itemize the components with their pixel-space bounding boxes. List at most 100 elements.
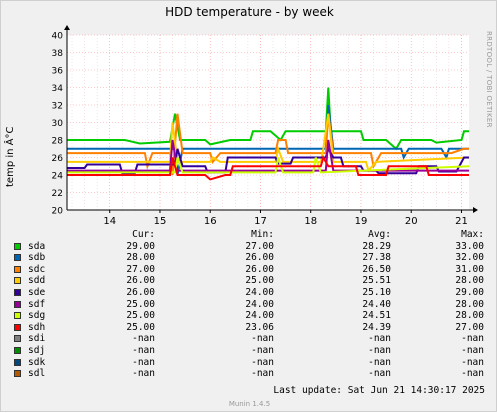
legend-name: sdl bbox=[28, 368, 46, 380]
axes: 20 22 24 26 28 30 32 34 36 38 40 14 15 16 17 18 19 20 21 bbox=[52, 25, 478, 227]
grid bbox=[67, 34, 469, 211]
legend-min: 26.00 bbox=[245, 263, 274, 275]
legend-cur: 26.00 bbox=[126, 286, 155, 298]
x-tick-label: 14 bbox=[103, 216, 116, 227]
legend-swatch bbox=[14, 242, 21, 250]
legend-cur: 26.00 bbox=[126, 275, 155, 287]
series-line-sdg bbox=[67, 157, 470, 174]
legend-avg: 26.50 bbox=[362, 263, 391, 275]
x-tick-label: 19 bbox=[355, 216, 368, 227]
legend-swatch bbox=[14, 300, 21, 308]
rrdtool-brand: RRDTOOL / TOBI OETIKER bbox=[485, 31, 493, 128]
legend-max: -nan bbox=[461, 356, 484, 368]
legend-swatch bbox=[14, 312, 21, 320]
header-max: Max: bbox=[461, 229, 484, 240]
x-tick-label: 21 bbox=[455, 216, 468, 227]
x-tick-label: 20 bbox=[405, 216, 418, 227]
legend-max: 29.00 bbox=[455, 286, 484, 298]
last-update: Last update: Sat Jun 21 14:30:17 2025 bbox=[273, 385, 485, 396]
legend-cur: 28.00 bbox=[126, 252, 155, 264]
legend-avg: 25.51 bbox=[362, 275, 391, 287]
y-tick-label: 24 bbox=[52, 172, 64, 182]
legend-row-sde: sde 26.00 24.00 25.10 29.00 bbox=[11, 287, 491, 299]
legend-cur: -nan bbox=[132, 344, 155, 356]
legend-cur: -nan bbox=[132, 356, 155, 368]
x-tick-label: 16 bbox=[204, 216, 217, 227]
header-min: Min: bbox=[251, 229, 274, 240]
legend-name: sdg bbox=[28, 310, 46, 322]
legend-swatch bbox=[14, 265, 21, 273]
legend-min: 27.00 bbox=[245, 240, 274, 252]
x-axis-arrow bbox=[473, 207, 478, 213]
legend-cur: 25.00 bbox=[126, 321, 155, 333]
legend-swatch bbox=[14, 346, 21, 354]
legend-name: sdc bbox=[28, 263, 46, 275]
legend-avg: 25.10 bbox=[362, 286, 391, 298]
legend-swatch bbox=[14, 277, 21, 285]
legend-min: -nan bbox=[251, 368, 274, 380]
munin-version: Munin 1.4.5 bbox=[228, 400, 271, 408]
legend-name: sdd bbox=[28, 275, 46, 287]
y-tick-label: 38 bbox=[52, 49, 64, 59]
legend-name: sdj bbox=[28, 344, 46, 356]
legend-rows: sda 29.00 27.00 28.29 33.00 sdb 28.00 26.00 27.3… bbox=[11, 241, 491, 380]
y-tick-label: 36 bbox=[52, 67, 64, 77]
legend-cur: -nan bbox=[132, 333, 155, 345]
legend-name: sdk bbox=[28, 356, 46, 368]
y-tick-label: 22 bbox=[52, 189, 63, 199]
legend-row-sdd: sdd 26.00 25.00 25.51 28.00 bbox=[11, 275, 491, 287]
legend-min: 24.00 bbox=[245, 286, 274, 298]
y-tick-label: 26 bbox=[52, 154, 64, 164]
legend-max: 33.00 bbox=[455, 240, 484, 252]
legend-max: 27.00 bbox=[455, 321, 484, 333]
legend-avg: -nan bbox=[368, 368, 391, 380]
legend-avg: -nan bbox=[368, 356, 391, 368]
x-tick-label: 15 bbox=[154, 216, 167, 227]
series-line-sdh bbox=[67, 154, 469, 181]
legend-swatch bbox=[14, 323, 21, 331]
legend-max: -nan bbox=[461, 333, 484, 345]
legend-row-sdh: sdh 25.00 23.06 24.39 27.00 bbox=[11, 322, 491, 334]
legend-max: 28.00 bbox=[455, 275, 484, 287]
legend-avg: -nan bbox=[368, 344, 391, 356]
legend-avg: -nan bbox=[368, 333, 391, 345]
legend-max: 28.00 bbox=[455, 310, 484, 322]
legend-cur: 29.00 bbox=[126, 240, 155, 252]
legend-name: sdh bbox=[28, 321, 46, 333]
legend-row-sdi: sdi -nan -nan -nan -nan bbox=[11, 333, 491, 345]
legend-swatch bbox=[14, 335, 21, 343]
legend-row-sdc: sdc 27.00 26.00 26.50 31.00 bbox=[11, 264, 491, 276]
y-tick-label: 30 bbox=[52, 119, 64, 129]
y-tick-label: 28 bbox=[52, 137, 64, 147]
legend-name: sda bbox=[28, 240, 46, 252]
y-tick-label: 32 bbox=[52, 102, 63, 112]
y-tick-label: 20 bbox=[52, 207, 64, 217]
chart-title: HDD temperature - by week bbox=[165, 5, 334, 19]
x-tick-label: 17 bbox=[254, 216, 267, 227]
legend-swatch bbox=[14, 288, 21, 296]
legend-avg: 24.39 bbox=[362, 321, 391, 333]
legend-cur: 25.00 bbox=[126, 298, 155, 310]
legend-table: Cur: Min: Avg: Max: sda 29.00 27.00 28.29 33… bbox=[11, 229, 491, 380]
legend-avg: 27.38 bbox=[362, 252, 391, 264]
legend-name: sdf bbox=[28, 298, 46, 310]
legend-avg: 24.40 bbox=[362, 298, 391, 310]
legend-min: -nan bbox=[251, 333, 274, 345]
legend-min: 24.00 bbox=[245, 298, 274, 310]
legend-max: 32.00 bbox=[455, 252, 484, 264]
legend-swatch bbox=[14, 358, 21, 366]
legend-cur: -nan bbox=[132, 368, 155, 380]
legend-avg: 28.29 bbox=[362, 240, 391, 252]
legend-header: Cur: Min: Avg: Max: bbox=[11, 229, 491, 241]
y-axis-arrow bbox=[64, 25, 70, 30]
legend-row-sdb: sdb 28.00 26.00 27.38 32.00 bbox=[11, 252, 491, 264]
legend-name: sdi bbox=[28, 333, 46, 345]
legend-min: -nan bbox=[251, 344, 274, 356]
legend-name: sdb bbox=[28, 252, 46, 264]
legend-avg: 24.51 bbox=[362, 310, 391, 322]
legend-max: 31.00 bbox=[455, 263, 484, 275]
legend-row-sdf: sdf 25.00 24.00 24.40 28.00 bbox=[11, 299, 491, 311]
legend-min: 24.00 bbox=[245, 310, 274, 322]
legend-row-sdj: sdj -nan -nan -nan -nan bbox=[11, 345, 491, 357]
legend-cur: 27.00 bbox=[126, 263, 155, 275]
